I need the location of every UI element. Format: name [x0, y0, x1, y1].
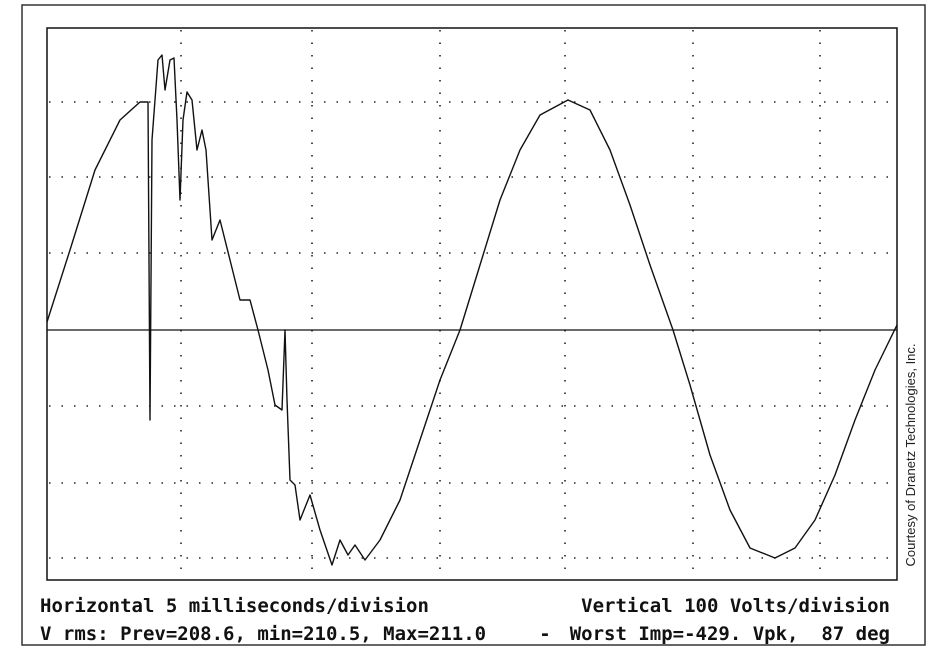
separator: - — [539, 623, 550, 645]
rms-readout: V rms: Prev=208.6, min=210.5, Max=211.0 — [40, 623, 486, 645]
credit: Courtesy of Dranetz Technologies, Inc. — [903, 343, 918, 566]
horizontal-scale: Horizontal 5 milliseconds/division — [40, 595, 429, 617]
impulse-readout: Worst Imp=-429. Vpk, 87 deg — [570, 623, 890, 645]
vertical-scale: Vertical 100 Volts/division — [581, 595, 890, 617]
plot-border — [46, 27, 898, 581]
frame — [21, 4, 926, 646]
waveform — [46, 54, 898, 566]
